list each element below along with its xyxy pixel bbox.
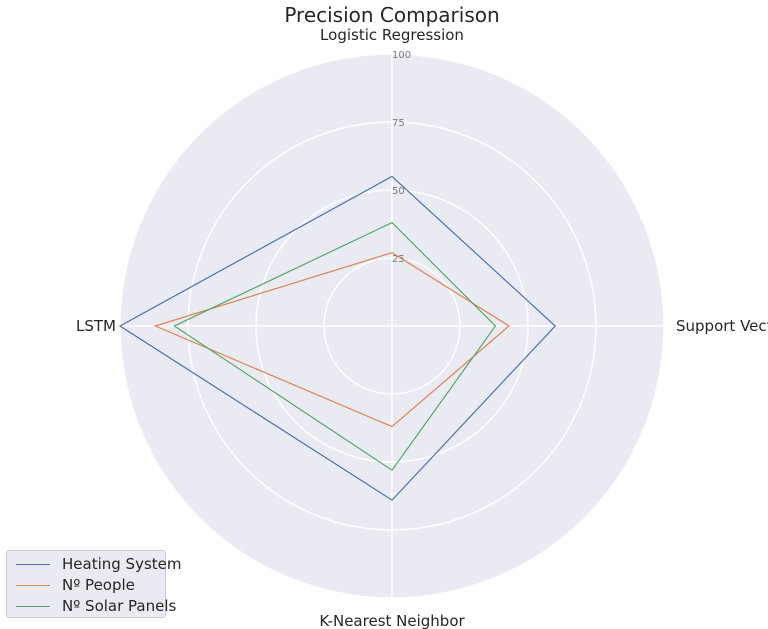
legend-label: Heating System <box>62 555 182 573</box>
legend-swatch <box>16 584 50 586</box>
category-labels: Logistic Regression Support Vector Machin… <box>76 26 768 629</box>
category-label: Support Vector Machine <box>676 317 768 335</box>
legend-item-people: Nº People <box>7 575 135 595</box>
legend-item-heating-system: Heating System <box>7 554 181 574</box>
radial-tick-label: 75 <box>392 118 405 129</box>
chart-title: Precision Comparison <box>284 3 499 27</box>
category-label: Logistic Regression <box>320 26 464 44</box>
legend-swatch <box>16 563 50 565</box>
legend-label: Nº Solar Panels <box>62 597 177 615</box>
legend-label: Nº People <box>62 576 135 594</box>
radial-tick-labels: 25 50 75 100 <box>392 50 411 265</box>
legend-item-solar-panels: Nº Solar Panels <box>7 596 176 616</box>
radial-tick-label: 100 <box>392 50 411 61</box>
radial-tick-label: 50 <box>392 186 405 197</box>
legend: Heating System Nº People Nº Solar Panels <box>6 550 181 618</box>
radial-tick-label: 25 <box>392 254 405 265</box>
radar-grid <box>119 53 665 599</box>
category-label: K-Nearest Neighbor <box>319 612 465 629</box>
category-label: LSTM <box>76 317 116 335</box>
radar-series <box>118 175 557 501</box>
legend-swatch <box>16 605 50 607</box>
